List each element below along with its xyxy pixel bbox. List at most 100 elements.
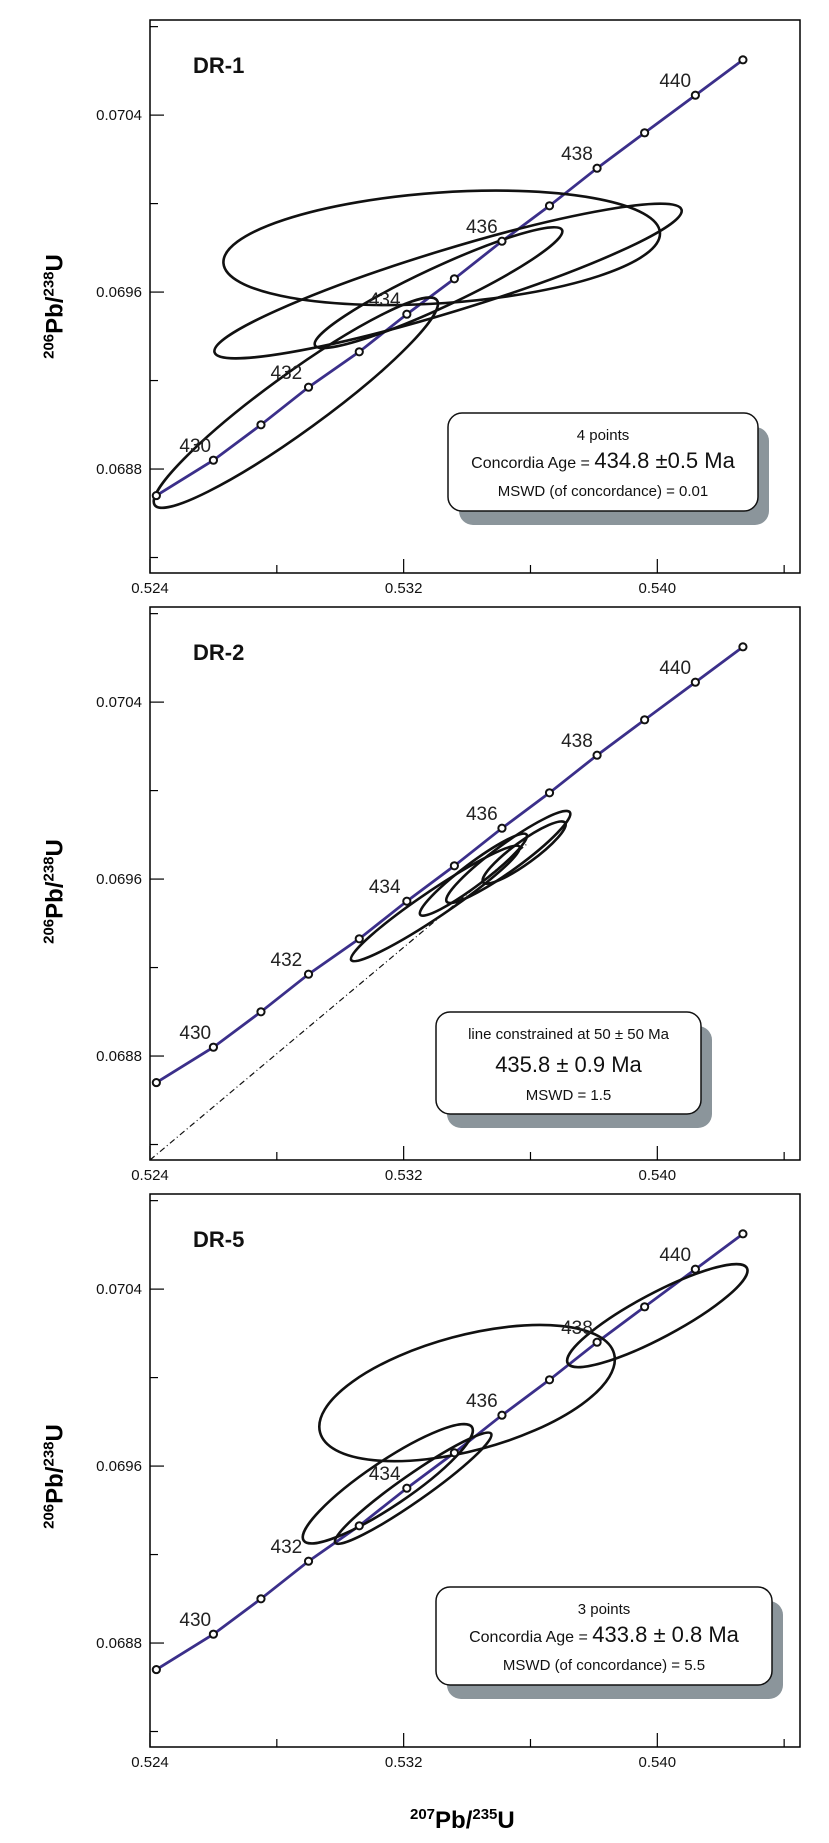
concordia-age-label: 440 xyxy=(659,658,691,679)
y-axis-title-238: 238 xyxy=(40,271,58,297)
panel-label: DR-2 xyxy=(193,640,244,665)
concordia-age-label: 438 xyxy=(561,144,593,165)
y-axis-title-238: 238 xyxy=(40,856,58,882)
info-box-age-value: 433.8 ± 0.8 Ma xyxy=(592,1622,739,1647)
plot-frame xyxy=(149,606,801,1161)
y-tick-label: 0.0704 xyxy=(96,107,142,124)
concordia-age-marker xyxy=(402,896,412,906)
y-axis-title-206: 206 xyxy=(40,333,58,359)
y-tick-label: 0.0704 xyxy=(96,694,142,711)
concordia-age-marker xyxy=(592,163,602,173)
concordia-age-marker xyxy=(151,1664,161,1675)
concordia-age-marker xyxy=(402,309,412,319)
info-box-points: 4 points xyxy=(577,427,630,444)
info-box-age-label: Concordia Age = xyxy=(471,455,594,472)
y-tick-label: 0.0696 xyxy=(96,284,142,301)
concordia-age-marker xyxy=(151,1077,161,1088)
concordia-age-marker xyxy=(738,642,748,652)
y-axis-title-206: 206 xyxy=(40,918,58,944)
y-axis-title-pb: Pb/ xyxy=(41,881,69,919)
panel-dr-5: 0.524 0.532 0.540 0.0688 0.0696 0.0704 430 432 4… xyxy=(96,1193,801,1771)
concordia-age-marker xyxy=(208,1042,219,1052)
x-tick-label: 0.524 xyxy=(131,1167,169,1184)
concordia-age-label: 434 xyxy=(369,877,401,898)
plot-frame xyxy=(149,1193,801,1748)
concordia-age-label: 430 xyxy=(179,436,211,457)
concordia-age-marker xyxy=(303,1556,314,1566)
y-axis-title-u: U xyxy=(41,254,69,272)
x-tick-label: 0.532 xyxy=(385,580,423,597)
y-tick-label: 0.0696 xyxy=(96,871,142,888)
info-box xyxy=(447,412,759,512)
x-axis-title: 207Pb/235U xyxy=(410,1806,515,1835)
concordia-age-marker xyxy=(640,715,650,725)
concordia-age-label: 430 xyxy=(179,1023,211,1044)
info-box-age-value: 434.8 ±0.5 Ma xyxy=(594,448,735,473)
discordia-line xyxy=(149,843,528,1161)
info-box-points: 3 points xyxy=(578,1601,631,1618)
y-axis-title-206: 206 xyxy=(40,1503,58,1529)
error-ellipse xyxy=(481,820,568,885)
x-tick-label: 0.540 xyxy=(639,1167,677,1184)
y-axis-title-dr5: 206Pb/238U xyxy=(41,1357,70,1597)
y-axis-title-u: U xyxy=(41,1424,69,1442)
concordia-age-marker xyxy=(738,1229,748,1239)
info-box-mswd: MSWD (of concordance) = 0.01 xyxy=(498,483,709,500)
concordia-age-marker xyxy=(690,90,700,100)
x-tick-label: 0.532 xyxy=(385,1167,423,1184)
y-tick-label: 0.0688 xyxy=(96,461,142,478)
error-ellipse xyxy=(333,1431,493,1546)
panel-label: DR-5 xyxy=(193,1227,244,1252)
concordia-age-label: 438 xyxy=(561,1318,593,1339)
error-ellipse xyxy=(213,202,684,360)
concordia-age-marker xyxy=(354,934,364,944)
x-axis-title-235: 235 xyxy=(472,1806,498,1823)
y-tick-label: 0.0688 xyxy=(96,1048,142,1065)
concordia-age-marker xyxy=(208,455,219,465)
x-axis-title-u: U xyxy=(497,1807,515,1834)
info-box-concordia-age: Concordia Age = 433.8 ± 0.8 Ma xyxy=(469,1622,740,1647)
concordia-age-label: 440 xyxy=(659,71,691,92)
concordia-age-marker xyxy=(354,1521,364,1531)
error-ellipse xyxy=(152,296,440,510)
x-tick-label: 0.524 xyxy=(131,1754,169,1771)
y-tick-label: 0.0688 xyxy=(96,1635,142,1652)
concordia-age-marker xyxy=(449,861,459,871)
info-box-age-label: Concordia Age = xyxy=(469,1629,592,1646)
concordia-age-marker xyxy=(151,490,161,501)
x-tick-label: 0.532 xyxy=(385,1754,423,1771)
y-axis-title-dr2: 206Pb/238U xyxy=(41,772,70,1012)
panel-dr-2: 0.524 0.532 0.540 0.0688 0.0696 0.0704 430 432 4… xyxy=(96,606,801,1184)
concordia-age-marker xyxy=(256,420,266,430)
info-box-age-value: 435.8 ± 0.9 Ma xyxy=(495,1052,642,1077)
y-tick-label: 0.0704 xyxy=(96,1281,142,1298)
x-axis-title-pb: Pb/ xyxy=(435,1807,473,1834)
concordia-age-marker xyxy=(544,1375,555,1385)
concordia-age-label: 436 xyxy=(466,217,498,238)
x-axis-title-207: 207 xyxy=(410,1806,436,1823)
concordia-age-label: 432 xyxy=(271,363,303,384)
concordia-age-marker xyxy=(690,1264,700,1274)
error-ellipse xyxy=(444,809,572,905)
y-axis-title-238: 238 xyxy=(40,1441,58,1467)
concordia-age-marker xyxy=(690,677,700,687)
concordia-age-label: 434 xyxy=(369,290,401,311)
concordia-age-label: 430 xyxy=(179,1610,211,1631)
panel-dr-1: 0.524 0.532 0.540 0.0688 0.0696 0.0704 430 432 4… xyxy=(96,19,801,597)
concordia-age-marker xyxy=(738,55,748,65)
concordia-age-marker xyxy=(497,1410,507,1420)
panel-label: DR-1 xyxy=(193,53,244,78)
info-box xyxy=(435,1011,702,1115)
x-tick-label: 0.524 xyxy=(131,580,169,597)
y-axis-title-pb: Pb/ xyxy=(41,296,69,334)
concordia-age-marker xyxy=(256,1007,266,1017)
error-ellipse xyxy=(313,225,564,350)
info-box-concordia-age: Concordia Age = 434.8 ±0.5 Ma xyxy=(471,448,735,473)
concordia-age-label: 434 xyxy=(369,1464,401,1485)
concordia-age-marker xyxy=(640,1302,650,1312)
concordia-age-marker xyxy=(402,1483,412,1493)
concordia-age-label: 436 xyxy=(466,1391,498,1412)
concordia-age-label: 438 xyxy=(561,731,593,752)
concordia-age-marker xyxy=(592,750,602,760)
